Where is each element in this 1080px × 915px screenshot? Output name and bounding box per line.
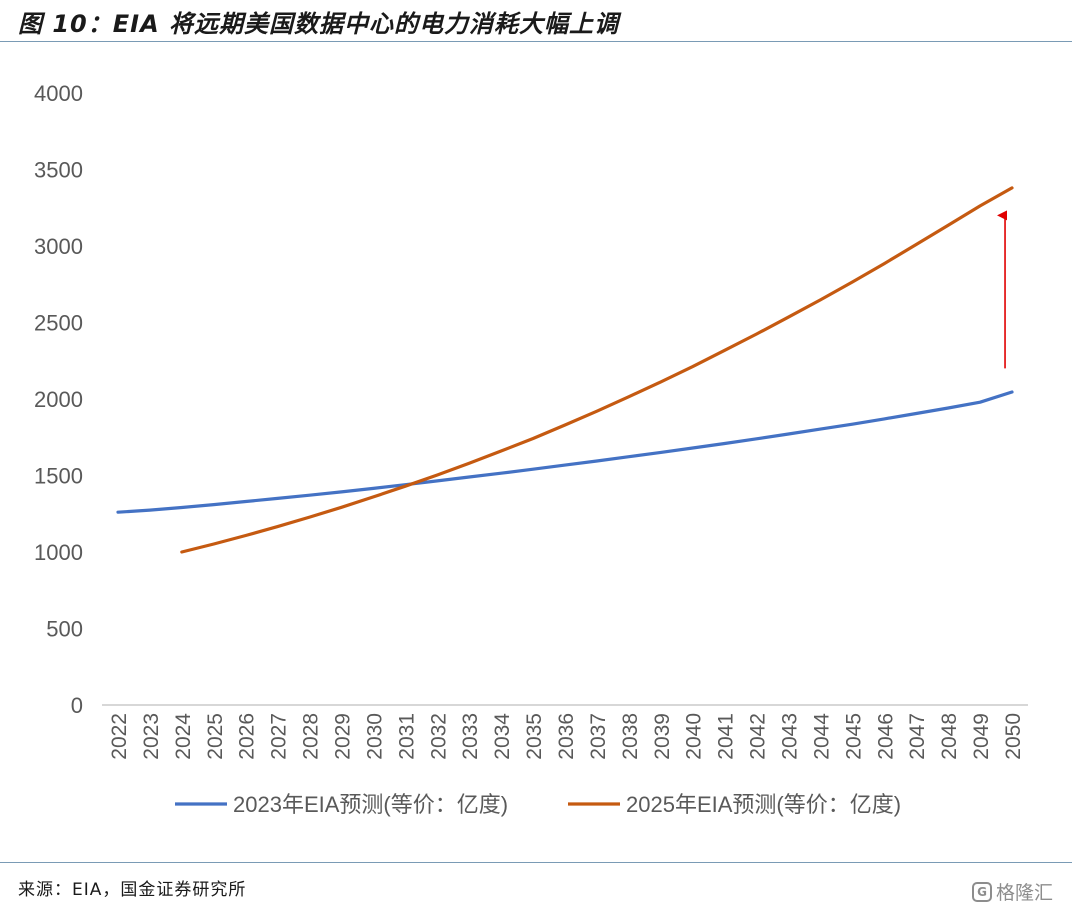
x-tick-label: 2047 — [906, 713, 929, 760]
x-tick-label: 2034 — [491, 713, 514, 760]
x-tick-label: 2039 — [651, 713, 674, 760]
x-tick-label: 2042 — [747, 713, 770, 760]
x-tick-label: 2024 — [172, 713, 195, 760]
y-tick-label: 500 — [46, 617, 83, 642]
legend-item-2023-forecast-label: 2023年EIA预测(等价：亿度) — [233, 792, 508, 817]
x-tick-label: 2038 — [619, 713, 642, 760]
x-tick-label: 2050 — [1002, 713, 1025, 760]
x-tick-label: 2023 — [140, 713, 163, 760]
series-line-2025-forecast — [180, 186, 1014, 554]
gelonghui-logo-icon: G — [972, 881, 992, 902]
y-tick-label: 3000 — [34, 234, 83, 259]
x-tick-label: 2049 — [970, 713, 993, 760]
line-chart: 0 500 1000 1500 2000 2500 3000 3500 4000 2022 2023… — [34, 81, 1028, 817]
x-tick-label: 2043 — [779, 713, 802, 760]
x-tick-label: 2028 — [300, 713, 323, 760]
watermark-text: 格隆汇 — [996, 882, 1054, 904]
series-line-2023-forecast — [116, 390, 1014, 514]
x-tick-label: 2035 — [523, 713, 546, 760]
x-tick-label: 2025 — [204, 713, 227, 760]
x-tick-label: 2037 — [587, 713, 610, 760]
x-tick-label: 2026 — [236, 713, 259, 760]
x-tick-label: 2033 — [459, 713, 482, 760]
y-tick-label: 1500 — [34, 464, 83, 489]
x-tick-label: 2027 — [268, 713, 291, 760]
x-tick-label: 2036 — [555, 713, 578, 760]
x-tick-label: 2031 — [395, 713, 418, 760]
y-tick-label: 0 — [71, 693, 83, 718]
legend-item-2025-forecast-label: 2025年EIA预测(等价：亿度) — [626, 792, 901, 817]
x-tick-label: 2045 — [842, 713, 865, 760]
y-tick-label: 2500 — [34, 311, 83, 336]
y-tick-label: 4000 — [34, 81, 83, 106]
x-tick-label: 2040 — [683, 713, 706, 760]
y-tick-label: 3500 — [34, 158, 83, 183]
chart-title: 图 10：EIA 将远期美国数据中心的电力消耗大幅上调 — [18, 10, 620, 38]
source-note: 来源：EIA，国金证券研究所 — [18, 880, 247, 900]
y-tick-label: 1000 — [34, 540, 83, 565]
x-tick-label: 2022 — [108, 713, 131, 760]
y-tick-label: 2000 — [34, 387, 83, 412]
x-tick-label: 2029 — [331, 713, 354, 760]
x-tick-label: 2032 — [427, 713, 450, 760]
x-tick-label: 2046 — [874, 713, 897, 760]
x-tick-label: 2041 — [715, 713, 738, 760]
x-tick-label: 2048 — [938, 713, 961, 760]
x-tick-label: 2030 — [363, 713, 386, 760]
watermark: G 格隆汇 — [972, 878, 1053, 905]
top-divider — [0, 41, 1072, 42]
x-tick-label: 2044 — [810, 713, 833, 760]
bottom-divider — [0, 862, 1072, 863]
